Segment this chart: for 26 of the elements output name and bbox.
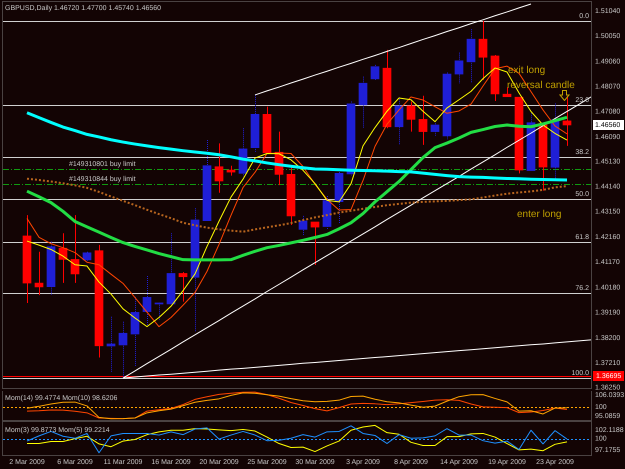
- candlestick: [358, 76, 368, 129]
- candlestick: [70, 214, 80, 284]
- candlestick: [130, 296, 140, 368]
- candlestick: [406, 101, 416, 132]
- candlestick: [214, 142, 224, 194]
- candlestick: [478, 20, 488, 80]
- candlestick: [34, 251, 44, 296]
- candlestick: [466, 28, 476, 84]
- candlestick: [106, 316, 116, 372]
- candlestick: [502, 86, 512, 98]
- candlestick: [82, 251, 92, 262]
- candlestick: [370, 64, 380, 80]
- candlestick: [562, 95, 572, 146]
- candlestick: [418, 95, 428, 146]
- candlestick: [154, 302, 164, 321]
- candlestick: [430, 122, 440, 136]
- candlestick: [142, 275, 152, 326]
- candlestick: [178, 272, 188, 302]
- candlestick: [454, 52, 464, 84]
- candlestick: [310, 221, 320, 266]
- candlestick: [394, 96, 404, 146]
- annotation: enter long: [517, 208, 562, 220]
- candlestick: [226, 165, 236, 176]
- line-series: [26, 178, 568, 233]
- candlestick: [298, 215, 308, 236]
- candlestick: [118, 321, 128, 379]
